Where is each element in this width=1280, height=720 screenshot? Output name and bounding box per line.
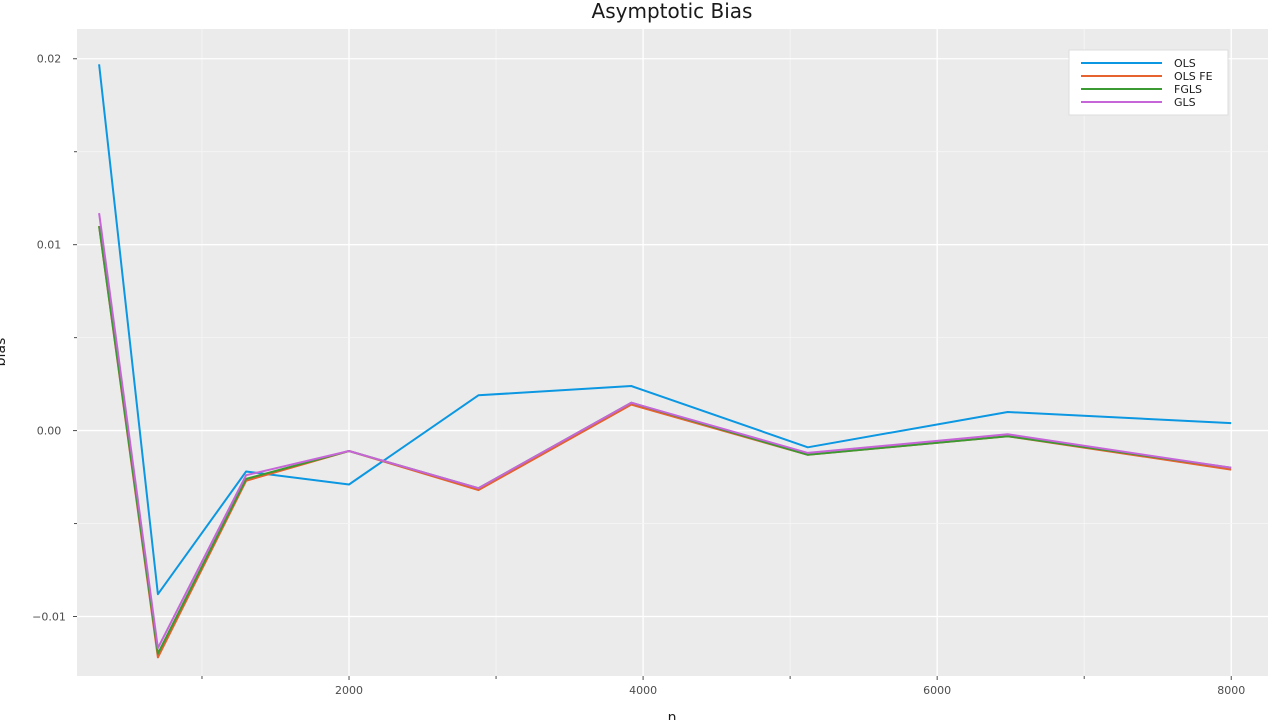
grid [77,29,1268,676]
legend-label-gls: GLS [1174,96,1196,109]
y-tick-label: 0.00 [37,425,62,438]
y-tick-label: 0.02 [37,53,62,66]
y-axis: 0.02 0.01 0.00 −0.01 [32,53,77,624]
legend-box [1068,49,1229,116]
x-tick-label: 2000 [335,684,363,697]
plot-background [77,29,1268,676]
y-axis-title: bias [0,338,9,367]
legend-label-ols: OLS [1174,57,1196,70]
series-line-gls [98,212,1232,650]
x-tick-label: 4000 [629,684,657,697]
y-tick-label: 0.01 [37,239,62,252]
x-tick-label: 8000 [1217,684,1245,697]
legend-label-ols-fe: OLS FE [1174,70,1213,83]
legend-label-fgls: FGLS [1174,83,1202,96]
chart-title: Asymptotic Bias [592,0,753,23]
series-layer [98,64,1232,659]
y-tick-label: −0.01 [32,611,66,624]
x-axis: 2000 4000 6000 8000 [201,676,1245,697]
x-tick-label: 6000 [923,684,951,697]
x-axis-title: n [668,710,677,720]
series-line-ols [98,64,1232,596]
